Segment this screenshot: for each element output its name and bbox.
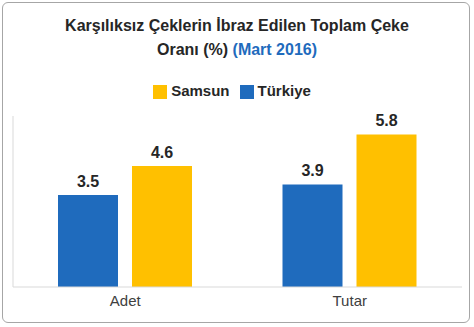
svg-text:3.5: 3.5 <box>77 173 99 190</box>
svg-text:4.6: 4.6 <box>151 144 173 161</box>
html-text:Türkiye: Türkiye <box>257 82 311 99</box>
html-text:Samsun: Samsun <box>171 82 230 99</box>
svg-text:5.8: 5.8 <box>375 112 397 129</box>
svg-text:3.9: 3.9 <box>301 162 323 179</box>
svg-text:Adet: Adet <box>110 292 142 309</box>
svg-text:Tutar: Tutar <box>333 292 367 309</box>
html-text:Karşılıksız Çeklerin İbraz Edi: Karşılıksız Çeklerin İbraz Edilen Toplam… <box>65 17 409 58</box>
